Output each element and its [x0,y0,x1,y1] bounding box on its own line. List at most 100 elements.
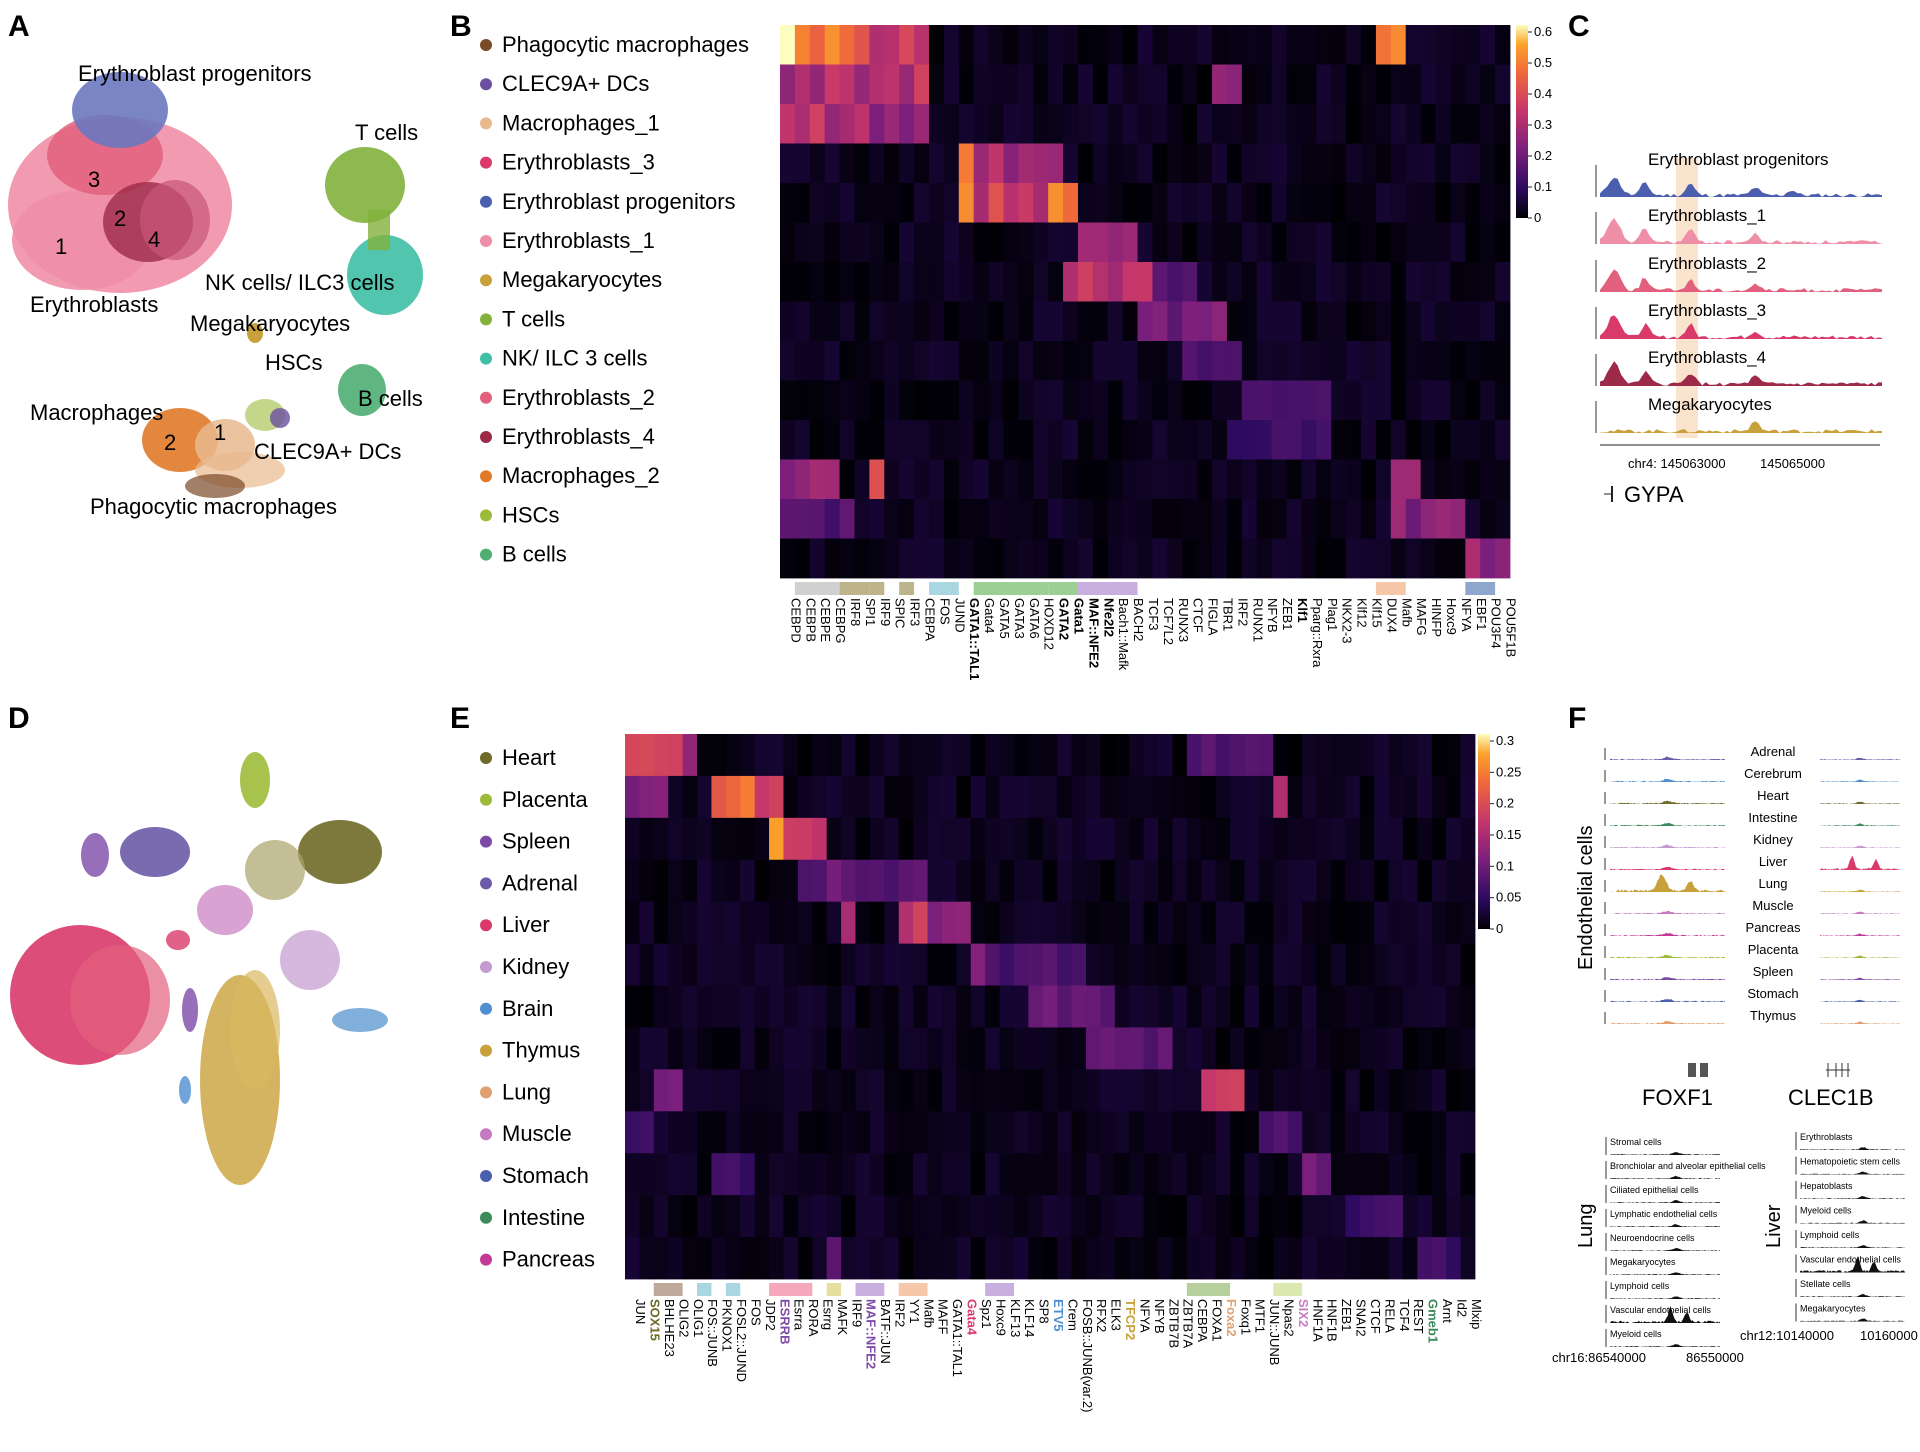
heatmap-cell [1258,734,1274,777]
heatmap-cell [1063,104,1079,144]
heatmap-cell [1003,459,1019,500]
heatmap-cell [1374,859,1389,903]
heatmap-cell [1330,1111,1346,1154]
heatmap-cell [899,341,915,381]
heatmap-cell [884,1153,900,1196]
heatmap-cell [956,901,972,945]
heatmap-cell [809,499,826,539]
heatmap-cell [682,1195,698,1238]
heatmap-cell [1331,222,1347,263]
heatmap-cell [1420,222,1436,263]
coverage-track [1800,1147,1905,1150]
heatmap-cell [1286,25,1302,65]
heatmap-cell [1435,341,1451,381]
heatmap-cell [855,1237,871,1280]
heatmap-cell [1331,301,1347,342]
heatmap-cell [653,1111,669,1154]
gene-label: Foxq1 [1238,1299,1253,1335]
panel-label-b: B [450,10,472,43]
heatmap-cell [973,25,989,65]
heatmap-cell [1129,775,1145,819]
gene-label: FOXA1 [1210,1299,1225,1342]
heatmap-cell [869,301,885,342]
heatmap-cell [1346,262,1362,302]
legend-dot [480,961,492,973]
heatmap-cell [1018,143,1034,184]
heatmap-cell [1226,143,1243,184]
heatmap-cell [1077,64,1094,105]
colorbar-tick-label: 0.3 [1496,733,1514,748]
heatmap-cell [1241,25,1258,65]
heatmap-cell [1241,341,1258,381]
heatmap-cell [1048,183,1064,223]
heatmap-cell [1405,25,1422,65]
heatmap-cell [1286,420,1302,460]
heatmap-cell [809,262,826,302]
heatmap-cell [826,985,842,1028]
heatmap-cell [1375,341,1392,381]
heatmap-cell [682,1111,698,1154]
heatmap-cell [1417,1237,1433,1280]
heatmap-cell [869,341,885,381]
heatmap-cell [973,538,989,579]
heatmap-cell [1450,538,1466,579]
heatmap-cell [1256,499,1273,539]
heatmap-cell [794,183,811,223]
heatmap-cell [697,1111,712,1154]
heatmap-cell [1495,222,1511,263]
heatmap-cell [839,301,855,342]
gene-label: FOS [749,1299,764,1326]
group-bar [973,582,1049,595]
heatmap-cell [653,775,669,819]
heatmap-cell [927,985,943,1028]
heatmap-cell [1158,985,1173,1028]
heatmap-cell [1114,817,1130,861]
heatmap-cell [1230,1195,1245,1238]
panel-label-a: A [8,10,30,43]
heatmap-cell [854,262,870,302]
heatmap-cell [1420,420,1436,460]
liver-axis-label-2: 10160000 [1860,1328,1918,1343]
heatmap-cell [899,262,915,302]
heatmap-cell [1100,985,1116,1028]
heatmap-cell [1100,943,1116,986]
cell-type-label: Hematopoietic stem cells [1800,1157,1901,1167]
heatmap-cell [783,859,799,903]
heatmap-cell [697,1195,712,1238]
heatmap-cell [1167,262,1183,302]
heatmap-cell [754,943,770,986]
tissue-label: Spleen [1753,964,1793,979]
heatmap-cell [1152,459,1168,500]
heatmap-cell [1129,1237,1145,1280]
heatmap-cell [1092,25,1109,65]
heatmap-cell [884,1237,900,1280]
heatmap-cell [682,1069,698,1112]
heatmap-cell [668,1027,684,1070]
gene-label: NFYB [1265,598,1280,633]
heatmap-cell [1374,1111,1389,1154]
heatmap-cell [899,222,915,263]
heatmap-cell [1271,222,1287,263]
heatmap-cell [1405,301,1422,342]
heatmap-cell [1388,817,1404,861]
heatmap-cell [1346,538,1362,579]
heatmap-cell [1316,734,1332,777]
heatmap-cell [1215,859,1231,903]
heatmap-cell [826,775,842,819]
heatmap-cell [988,222,1004,263]
heatmap-cell [769,1027,784,1070]
heatmap-cell [1330,1027,1346,1070]
heatmap-cell [869,943,885,986]
heatmap-cell [855,1027,871,1070]
heatmap-cell [1359,901,1375,945]
heatmap-cell [1388,859,1404,903]
heatmap-cell [653,734,669,777]
heatmap-cell [1331,459,1347,500]
heatmap-cell [1057,943,1073,986]
heatmap-cell [725,985,741,1028]
heatmap-cell [1042,859,1058,903]
heatmap-cell [1465,499,1481,539]
axis-c-label-2: 145065000 [1760,456,1825,471]
heatmap-cell [639,985,655,1028]
coverage-track [1800,1196,1905,1199]
